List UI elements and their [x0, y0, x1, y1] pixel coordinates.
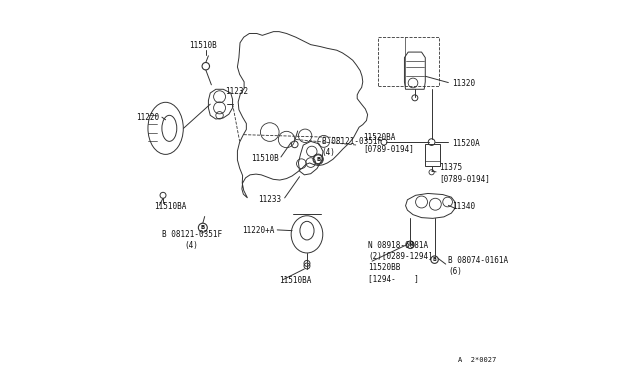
- Text: B 08121-0351F
(4): B 08121-0351F (4): [322, 137, 382, 157]
- Text: 11220+A: 11220+A: [243, 226, 275, 235]
- Text: 11340: 11340: [452, 202, 475, 211]
- Text: 11320: 11320: [452, 79, 475, 88]
- Text: 11510B: 11510B: [189, 41, 217, 50]
- Text: 11233: 11233: [258, 195, 281, 203]
- Text: B 08121-0351F
(4): B 08121-0351F (4): [161, 230, 221, 250]
- Text: 11220: 11220: [136, 113, 159, 122]
- Text: N 08918-6081A
(2)[0289-1294]
11520BB
[1294-    ]: N 08918-6081A (2)[0289-1294] 11520BB [12…: [369, 241, 433, 283]
- Text: 11510BA: 11510BA: [154, 202, 187, 211]
- Text: 11520BA
[0789-0194]: 11520BA [0789-0194]: [363, 133, 413, 153]
- Text: 11520A: 11520A: [452, 139, 480, 148]
- Text: A  2*0027: A 2*0027: [458, 357, 497, 363]
- Text: B 08074-0161A
(6): B 08074-0161A (6): [449, 256, 508, 276]
- Text: B: B: [316, 157, 320, 162]
- Text: 11232: 11232: [225, 87, 248, 96]
- Text: 11375
[0789-0194]: 11375 [0789-0194]: [439, 163, 490, 183]
- Text: B: B: [201, 225, 205, 230]
- Text: N: N: [408, 242, 413, 247]
- Text: 11510BA: 11510BA: [279, 276, 312, 285]
- Text: 11510B: 11510B: [252, 154, 279, 163]
- Text: B: B: [433, 257, 436, 262]
